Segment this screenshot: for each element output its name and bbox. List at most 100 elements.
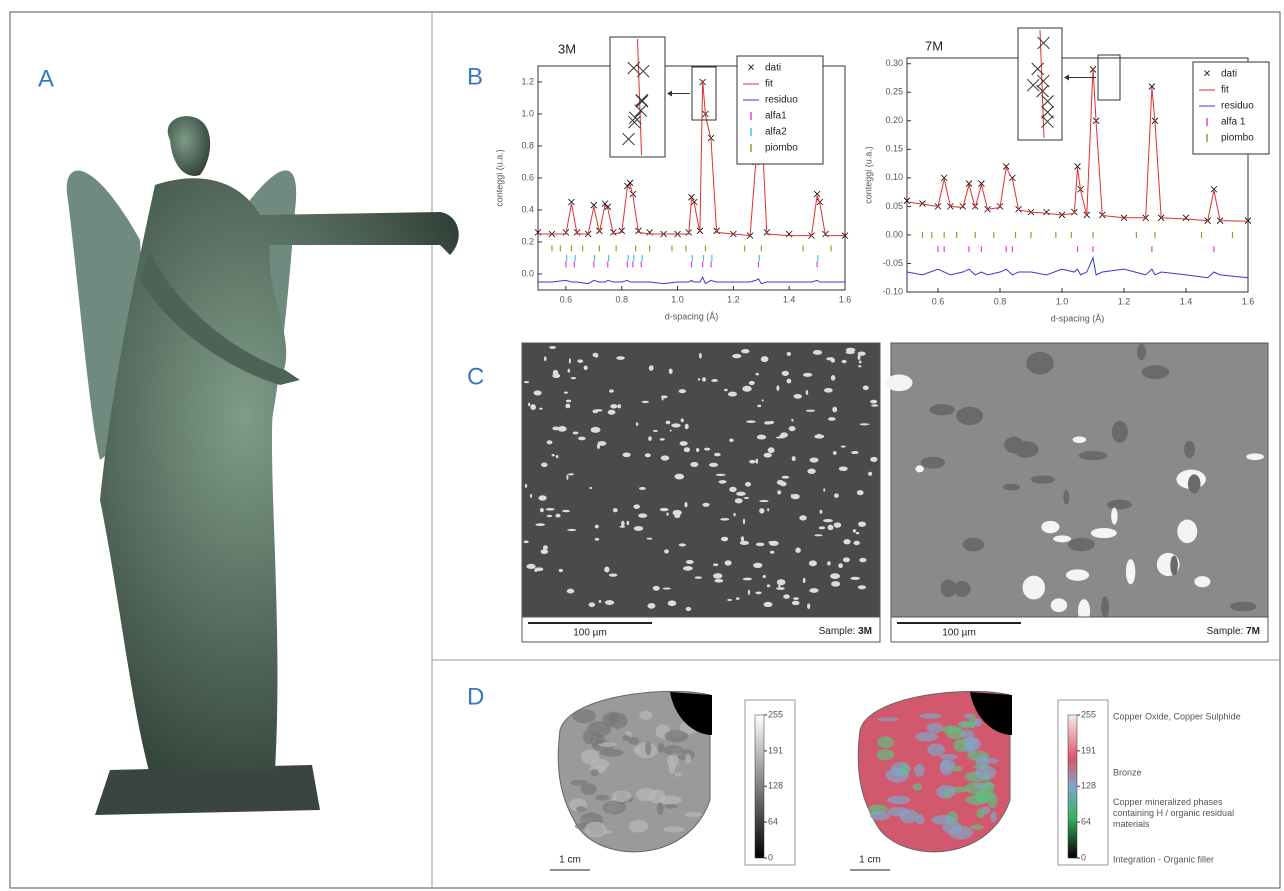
map-texture [633,746,640,753]
colorbar [755,715,764,858]
sem-feature [756,543,765,547]
sem-feature [673,510,682,516]
x-tick-label: 1.4 [1180,296,1193,306]
sem-feature [915,465,923,472]
scale-label: 100 µm [573,628,607,639]
sem-feature [729,438,734,442]
legend-label: alfa2 [765,127,787,138]
sem-feature [833,451,837,455]
sem-feature [736,492,746,496]
x-axis-label: d-spacing (Å) [665,311,719,321]
legend-text: Copper mineralized phases [1113,797,1223,807]
sem-feature [577,359,583,363]
map-texture [591,759,610,770]
sem-feature [679,543,686,546]
sem-feature [1023,576,1045,600]
map-texture [887,807,909,817]
sem-feature [740,541,749,545]
x-tick-label: 1.0 [1056,296,1069,306]
map-texture [685,754,691,764]
map-texture [600,749,624,757]
sem-feature [593,410,599,414]
x-tick-label: 1.2 [727,294,740,304]
y-tick-label: 0.2 [521,236,534,246]
sem-feature [777,490,781,494]
sem-feature [552,427,559,431]
map-texture [931,815,954,825]
sem-feature [827,561,831,565]
map-texture [944,790,951,798]
map-texture [595,735,605,744]
sem-feature [831,359,835,363]
sem-feature [756,373,759,376]
sem-feature [1194,576,1210,587]
y-tick-label: 0.0 [521,268,534,278]
sem-feature [787,379,792,384]
sem-feature [776,587,785,590]
sem-feature [540,508,544,512]
sem-feature [768,541,775,543]
map-texture [887,796,911,804]
sem-feature [803,578,806,583]
sem-feature [671,423,680,427]
y-tick-label: 0.25 [885,87,903,97]
sem-feature [567,529,576,531]
sem-feature [704,448,710,451]
map-texture [685,812,702,817]
zoom-arrow-head [1064,75,1069,81]
sem-feature [832,407,837,413]
panel-label: B [467,63,483,90]
map-texture [959,721,976,728]
y-tick-label: -0.10 [882,286,903,296]
sem-feature [838,563,843,568]
map-texture [942,725,961,733]
sem-feature [770,551,774,554]
zoom-arrow-head [667,91,672,97]
sem-feature [791,419,793,422]
map-texture [914,764,924,777]
sem-feature [830,573,840,579]
sem-feature [686,607,692,611]
sem-feature [591,427,601,433]
sem-feature [584,365,588,370]
sem-feature [1026,352,1054,375]
sem-feature [746,420,756,423]
map-texture [913,783,922,790]
sem-feature [595,525,599,529]
map-texture [664,804,677,808]
sem-feature [776,385,779,391]
sem-feature [695,576,702,578]
legend-label: fit [1221,85,1229,96]
map-texture [665,730,688,742]
sem-feature [843,539,850,544]
sem-feature [685,424,689,430]
scale-label: 100 µm [942,628,976,639]
sem-feature [1170,555,1178,575]
sem-feature [566,400,571,403]
legend-label: fit [765,79,773,90]
sem-feature [1041,521,1059,533]
sem-feature [809,588,818,593]
sem-feature [662,398,664,401]
sem-feature [713,563,718,566]
sem-feature [530,494,532,498]
sem-feature [930,404,955,415]
y-tick-label: 0.05 [885,201,903,211]
sem-feature [623,452,631,457]
colorbar-tick: 255 [768,709,783,719]
x-tick-label: 0.6 [932,296,945,306]
legend-label: alfa1 [765,111,787,122]
sem-feature [753,563,762,568]
sem-feature [634,526,644,531]
sem-feature [736,597,740,600]
y-tick-label: 0.30 [885,58,903,68]
legend-label: residuo [1221,101,1254,112]
map-texture [877,717,899,721]
map-texture [612,791,631,802]
sem-feature [834,494,837,498]
sem-feature [609,389,614,392]
sem-feature [842,360,847,363]
map-texture [639,711,652,720]
sem-feature [679,389,686,393]
map-texture [645,742,651,756]
